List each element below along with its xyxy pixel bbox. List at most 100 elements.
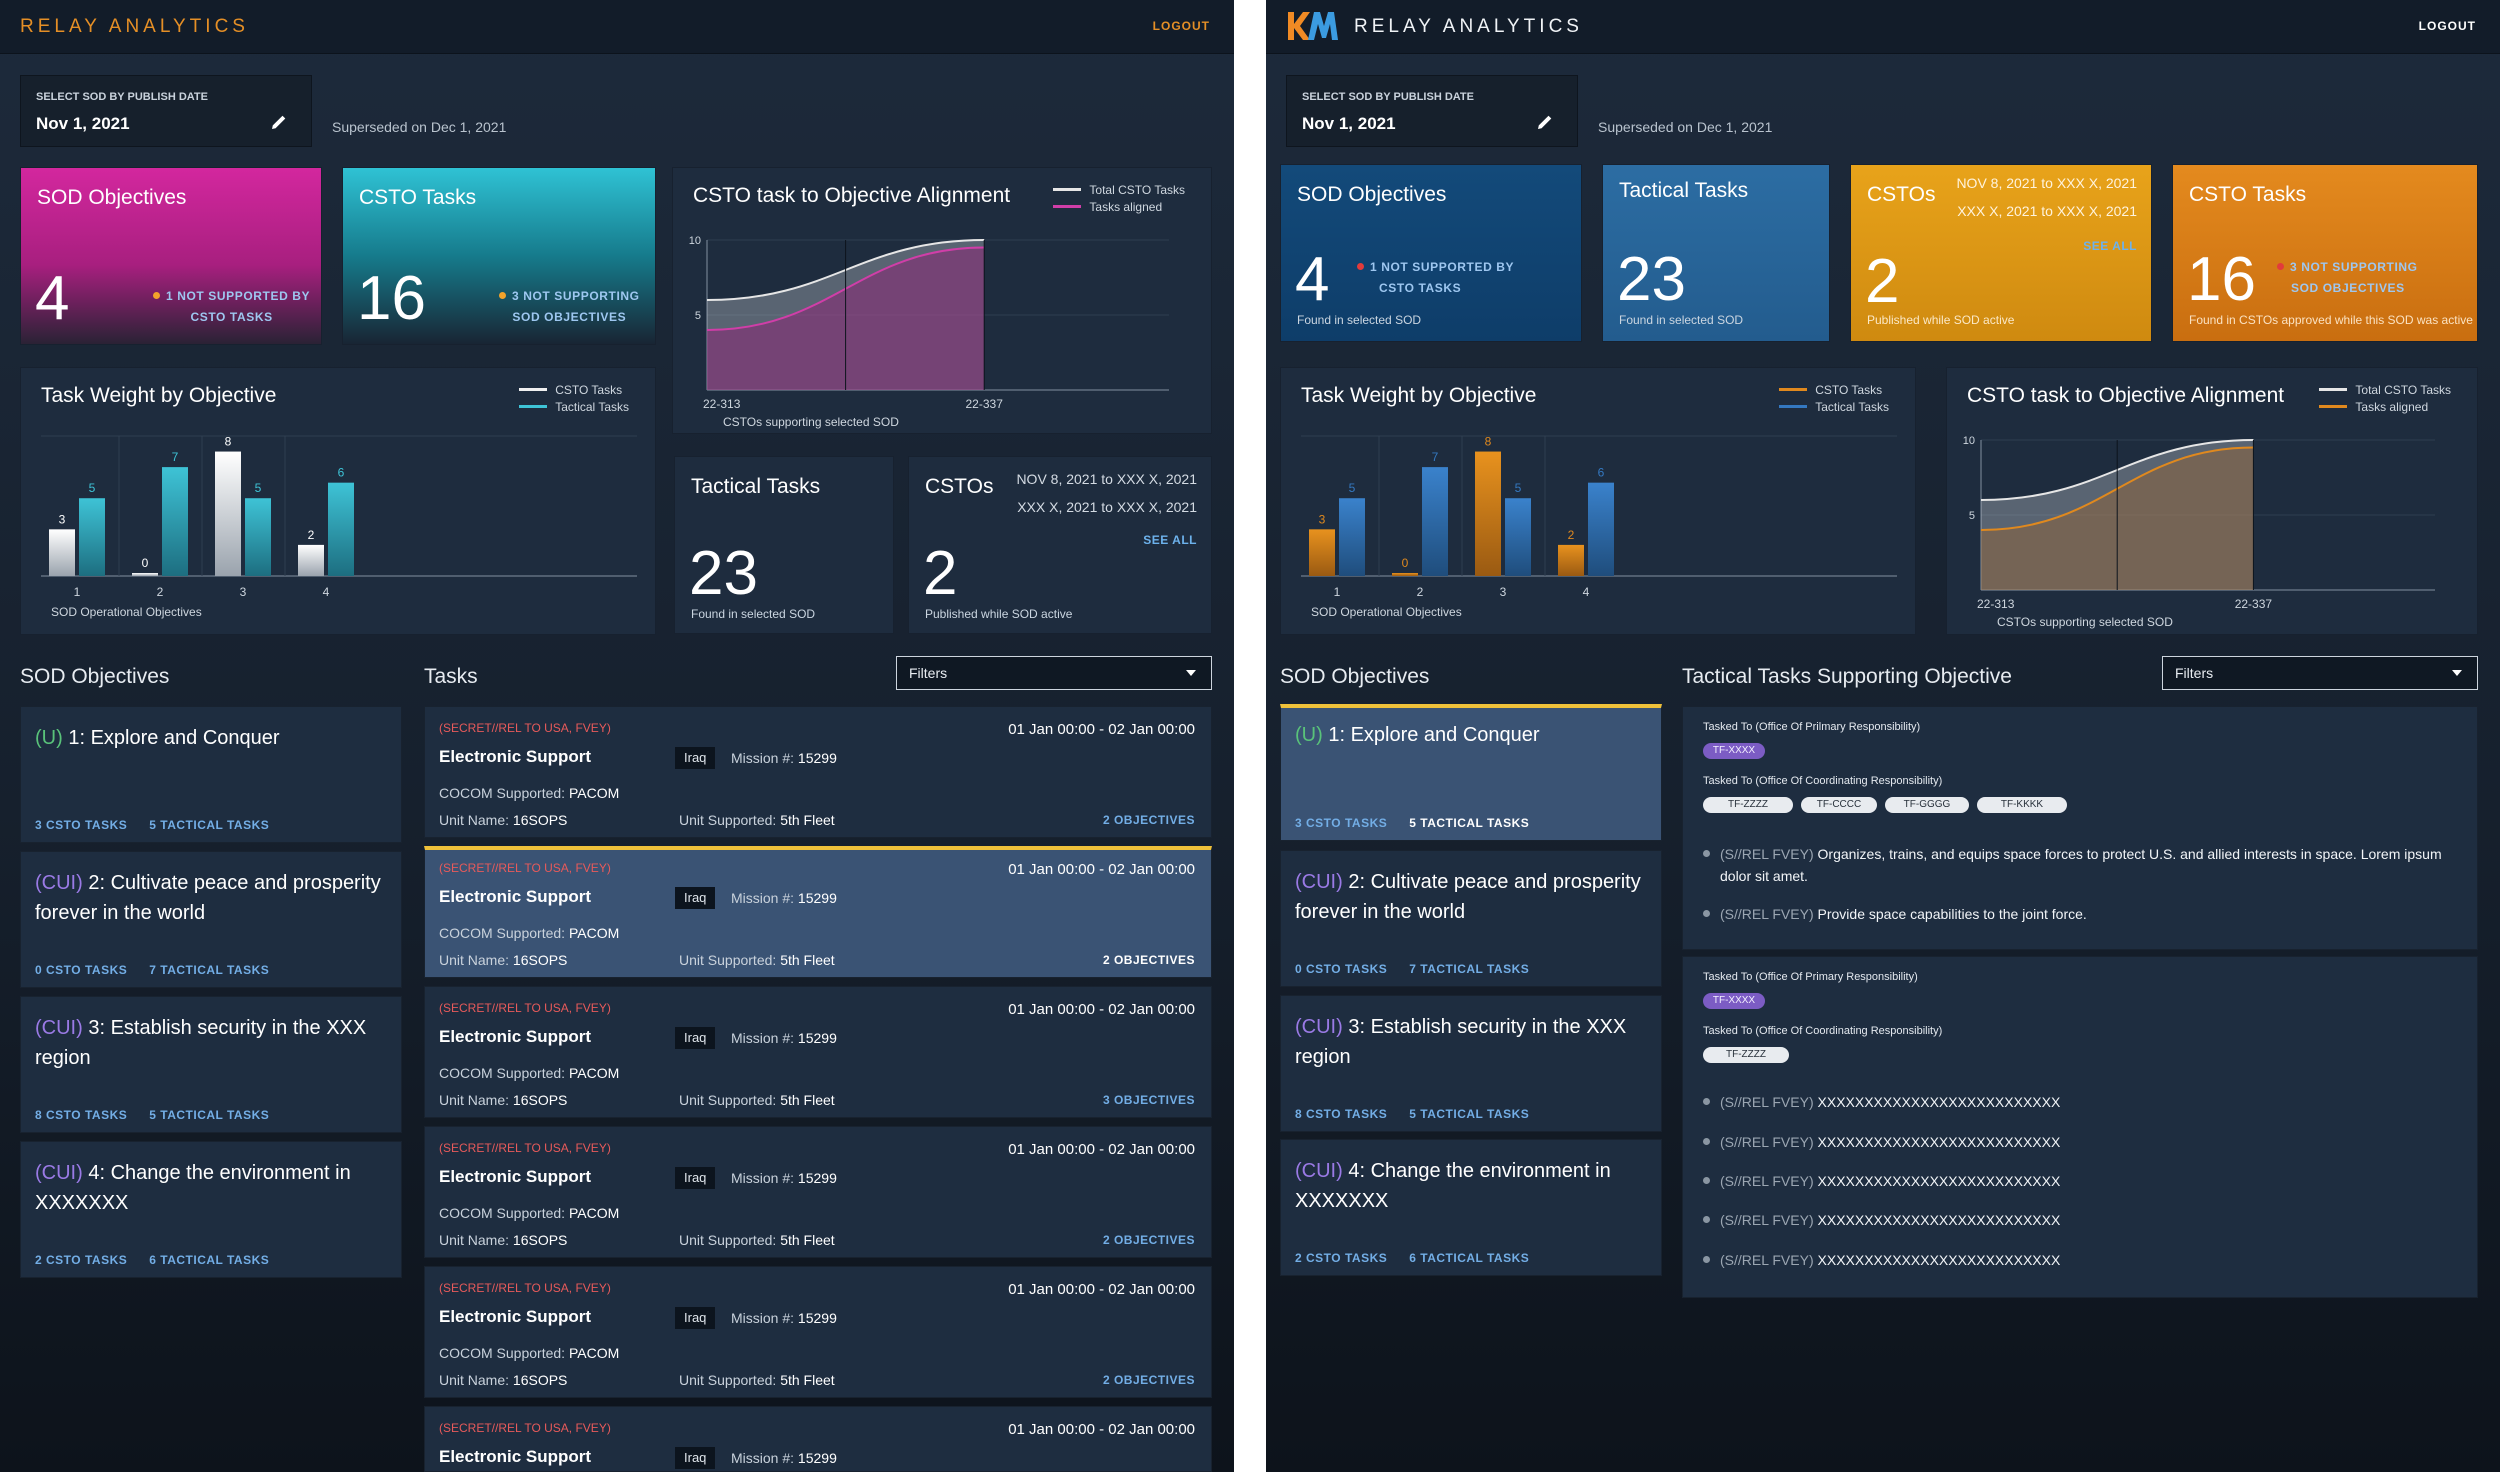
coordinating-office-chip: TF-GGGG [1885, 797, 1969, 813]
mission-label: Mission #: [731, 1310, 795, 1326]
task-card[interactable]: (SECRET//REL TO USA, FVEY) 01 Jan 00:00 … [424, 986, 1212, 1118]
legend-swatch [1053, 205, 1082, 208]
task-card-selected[interactable]: (SECRET//REL TO USA, FVEY) 01 Jan 00:00 … [424, 846, 1212, 978]
objective-card-selected[interactable]: (U) 1: Explore and Conquer 3 CSTO TASKS 5… [1280, 704, 1662, 841]
kpi-csto-tasks[interactable]: CSTO Tasks 16 3 NOT SUPPORTING SOD OBJEC… [342, 167, 656, 345]
kpi-note-line2: SOD OBJECTIVES [512, 310, 627, 324]
pencil-icon[interactable] [269, 112, 289, 132]
bullet-text: XXXXXXXXXXXXXXXXXXXXXXXXXX [1817, 1252, 2061, 1268]
kpi-tactical-tasks[interactable]: Tactical Tasks 23 Found in selected SOD [674, 456, 894, 634]
cocom-value: PACOM [568, 1345, 620, 1361]
legend-swatch [519, 388, 548, 391]
classification-label: (CUI) [35, 1017, 83, 1039]
see-all-link[interactable]: SEE ALL [1143, 533, 1197, 547]
logout-button[interactable]: LOGOUT [2418, 19, 2476, 33]
objectives-section-title: SOD Objectives [20, 665, 170, 688]
csto-tasks-link[interactable]: 3 CSTO TASKS [35, 818, 128, 832]
task-card[interactable]: (SECRET//REL TO USA, FVEY) 01 Jan 00:00 … [424, 1406, 1212, 1472]
task-objectives-link[interactable]: 2 OBJECTIVES [1102, 813, 1195, 827]
task-mission: Mission #: 15299 [731, 1170, 837, 1186]
task-card[interactable]: (SECRET//REL TO USA, FVEY) 01 Jan 00:00 … [424, 1126, 1212, 1258]
objective-card[interactable]: (CUI) 4: Change the environment in XXXXX… [1280, 1139, 1662, 1276]
bar-tactical-tasks [162, 467, 188, 576]
kpi-sod-objectives[interactable]: SOD Objectives 4 1 NOT SUPPORTED BY CSTO… [20, 167, 322, 345]
task-objectives-link[interactable]: 3 OBJECTIVES [1102, 1093, 1195, 1107]
legend-swatch [2319, 388, 2348, 391]
csto-tasks-link[interactable]: 3 CSTO TASKS [1295, 816, 1388, 830]
objective-links: 8 CSTO TASKS 5 TACTICAL TASKS [35, 1108, 291, 1122]
classification-label: (CUI) [1295, 1160, 1343, 1182]
csto-tasks-link[interactable]: 8 CSTO TASKS [35, 1108, 128, 1122]
task-cocom: COCOM Supported: PACOM [439, 1205, 619, 1221]
task-location-badge: Iraq [675, 1307, 716, 1329]
kpi-note-line1: 3 NOT SUPPORTING [512, 289, 640, 303]
x-tick-label: 3 [240, 585, 247, 599]
objective-card[interactable]: (CUI) 3: Establish security in the XXX r… [1280, 995, 1662, 1132]
task-cocom: COCOM Supported: PACOM [439, 785, 619, 801]
tactical-tasks-link[interactable]: 6 TACTICAL TASKS [1409, 1251, 1530, 1265]
filters-dropdown[interactable]: Filters [896, 656, 1212, 690]
sod-date-selector[interactable]: SELECT SOD BY PUBLISH DATE Nov 1, 2021 [1286, 75, 1578, 147]
tactical-tasks-link[interactable]: 6 TACTICAL TASKS [149, 1253, 270, 1267]
task-objectives-link[interactable]: 2 OBJECTIVES [1102, 953, 1195, 967]
task-mission: Mission #: 15299 [731, 750, 837, 766]
top-bar: RELAY ANALYTICS LOGOUT [0, 0, 1234, 54]
y-tick-label: 10 [689, 235, 701, 247]
left-dashboard: RELAY ANALYTICS LOGOUT SELECT SOD BY PUB… [0, 0, 1234, 1472]
csto-tasks-link[interactable]: 0 CSTO TASKS [1295, 962, 1388, 976]
mission-label: Mission #: [731, 1030, 795, 1046]
unit-supported-value: 5th Fleet [780, 812, 835, 828]
tactical-tasks-link[interactable]: 5 TACTICAL TASKS [149, 818, 270, 832]
bar-tactical-tasks [79, 498, 105, 576]
coordinating-responsibility-label: Tasked To (Office Of Coordinating Respon… [1703, 775, 1943, 787]
bar-value-label: 0 [1402, 556, 1409, 570]
pencil-icon[interactable] [1535, 112, 1555, 132]
kpi-cstos[interactable]: CSTOs NOV 8, 2021 to XXX X, 2021 XXX X, … [908, 456, 1212, 634]
tactical-tasks-link[interactable]: 7 TACTICAL TASKS [149, 963, 270, 977]
alignment-plot: 5 10 22-313 22-337 CSTOs supporting selected… [1963, 435, 2435, 629]
kpi-note-line2: SOD OBJECTIVES [2291, 281, 2405, 295]
objective-card[interactable]: (CUI) 2: Cultivate peace and prosperity … [1280, 850, 1662, 987]
kpi-sod-objectives[interactable]: SOD Objectives 4 1 NOT SUPPORTED BY CSTO… [1280, 164, 1582, 342]
task-classification: (SECRET//REL TO USA, FVEY) [439, 721, 611, 735]
task-objectives-link[interactable]: 2 OBJECTIVES [1102, 1373, 1195, 1387]
tactical-tasks-link[interactable]: 5 TACTICAL TASKS [1409, 816, 1530, 830]
see-all-link[interactable]: SEE ALL [2083, 239, 2137, 253]
tactical-tasks-link[interactable]: 7 TACTICAL TASKS [1409, 962, 1530, 976]
kpi-csto-tasks[interactable]: CSTO Tasks 16 3 NOT SUPPORTING SOD OBJEC… [2172, 164, 2478, 342]
warning-dot-icon [1357, 263, 1364, 270]
logout-button[interactable]: LOGOUT [1152, 19, 1210, 33]
objective-card[interactable]: (CUI) 4: Change the environment in XXXXX… [20, 1141, 402, 1278]
kpi-footnote: Found in selected SOD [1619, 313, 1744, 327]
task-card[interactable]: (SECRET//REL TO USA, FVEY) 01 Jan 00:00 … [424, 1266, 1212, 1398]
tactical-tasks-link[interactable]: 5 TACTICAL TASKS [1409, 1107, 1530, 1121]
chart-legend: CSTO Tasks Tactical Tasks [519, 382, 629, 416]
csto-tasks-link[interactable]: 8 CSTO TASKS [1295, 1107, 1388, 1121]
objective-card[interactable]: (U) 1: Explore and Conquer 3 CSTO TASKS 5… [20, 706, 402, 843]
task-weight-chart: Task Weight by Objective CSTO Tasks Tact… [1280, 367, 1916, 635]
unit-supported-label: Unit Supported: [679, 1232, 777, 1248]
kpi-tactical-tasks[interactable]: Tactical Tasks 23 Found in selected SOD [1602, 164, 1830, 342]
objective-card[interactable]: (CUI) 2: Cultivate peace and prosperity … [20, 851, 402, 988]
objective-title: (U) 1: Explore and Conquer [35, 723, 390, 753]
task-objectives-link[interactable]: 2 OBJECTIVES [1102, 1233, 1195, 1247]
kpi-cstos[interactable]: CSTOs NOV 8, 2021 to XXX X, 2021 XXX X, … [1850, 164, 2152, 342]
chart-legend: Total CSTO Tasks Tasks aligned [2319, 382, 2451, 416]
objective-text: 4: Change the environment in XXXXXXX [1295, 1160, 1611, 1212]
filters-dropdown[interactable]: Filters [2162, 656, 2478, 690]
csto-date-range: XXX X, 2021 to XXX X, 2021 [1957, 203, 2137, 219]
csto-tasks-link[interactable]: 0 CSTO TASKS [35, 963, 128, 977]
objective-title: (CUI) 2: Cultivate peace and prosperity … [35, 868, 390, 928]
objective-title: (CUI) 4: Change the environment in XXXXX… [35, 1158, 390, 1218]
tactical-tasks-link[interactable]: 5 TACTICAL TASKS [149, 1108, 270, 1122]
kpi-footnote: Found in selected SOD [1297, 313, 1422, 327]
sod-date-selector[interactable]: SELECT SOD BY PUBLISH DATE Nov 1, 2021 [20, 75, 312, 147]
task-location-badge: Iraq [675, 1447, 716, 1469]
csto-tasks-link[interactable]: 2 CSTO TASKS [1295, 1251, 1388, 1265]
csto-tasks-link[interactable]: 2 CSTO TASKS [35, 1253, 128, 1267]
unit-label: Unit Name: [439, 1232, 510, 1248]
task-card[interactable]: (SECRET//REL TO USA, FVEY) 01 Jan 00:00 … [424, 706, 1212, 838]
legend-item: Total CSTO Tasks [1053, 182, 1185, 199]
objective-card[interactable]: (CUI) 3: Establish security in the XXX r… [20, 996, 402, 1133]
classification-label: (U) [1295, 724, 1323, 746]
